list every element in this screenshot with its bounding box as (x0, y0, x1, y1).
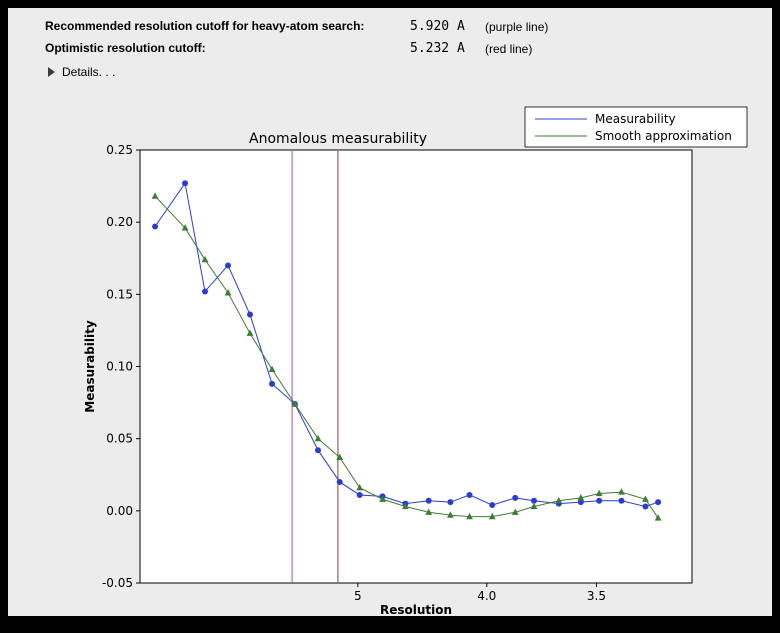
y-tick-label: 0.20 (106, 215, 133, 229)
x-tick-label: 5 (354, 589, 362, 603)
legend-box (524, 106, 748, 148)
y-tick-label: 0.10 (106, 360, 133, 374)
series-smooth-approximation-point (654, 514, 662, 521)
optimistic-cutoff-note: (red line) (485, 42, 533, 56)
series-measurability-point (596, 497, 603, 504)
series-smooth-approximation-point (356, 483, 364, 491)
series-smooth-approximation-point (447, 511, 454, 518)
series-measurability-point (182, 180, 189, 187)
legend-label: Measurability (595, 112, 676, 126)
legend-label: Smooth approximation (595, 129, 732, 143)
details-disclosure[interactable]: Details. . . (48, 65, 115, 79)
recommended-cutoff-note: (purple line) (485, 20, 549, 34)
series-smooth-approximation-point (314, 434, 322, 442)
x-tick-label: 4.0 (477, 589, 496, 603)
series-smooth-approximation-point (577, 494, 585, 501)
y-axis-label: Measurability (83, 320, 97, 413)
series-smooth-approximation-point (488, 512, 496, 520)
series-smooth-approximation-point (402, 502, 409, 510)
details-label: Details. . . (62, 65, 116, 79)
series-measurability-point (315, 447, 322, 454)
series-measurability-point (336, 478, 343, 485)
series-measurability-point (466, 491, 473, 498)
series-measurability-point (225, 262, 232, 269)
series-smooth-approximation-point (555, 496, 563, 504)
recommended-cutoff-label: Recommended resolution cutoff for heavy-… (45, 19, 365, 33)
series-measurability-point (152, 223, 159, 230)
series-measurability-point (618, 497, 625, 504)
anomalous-measurability-chart: 0.25 0.20 0.15 0.10 0.05 0.00 -0.05 5 4.0 3.5 Anom… (83, 106, 748, 616)
series-smooth-approximation-point (246, 329, 254, 336)
series-smooth-approximation-point (511, 508, 519, 515)
series-measurability-point (201, 288, 208, 295)
series-smooth-approximation-point (268, 365, 276, 372)
series-smooth-approximation-point (618, 488, 625, 495)
series-smooth-approximation-point (201, 255, 209, 263)
series-smooth-approximation-line (154, 195, 659, 519)
series-measurability-point (512, 494, 519, 501)
series-smooth-approximation-point (151, 192, 159, 199)
y-tick-label: 0.05 (106, 432, 133, 446)
y-tick-label: 0.15 (106, 287, 133, 301)
series-measurability-point (356, 491, 363, 498)
optimistic-cutoff-row: Optimistic resolution cutoff: 5.232 A (r… (45, 41, 532, 57)
series-smooth-approximation-point (291, 400, 299, 407)
series-measurability-line (154, 181, 659, 508)
x-tick-label: 3.5 (587, 589, 606, 603)
series-measurability-point (577, 499, 584, 506)
series-measurability-point (642, 503, 649, 510)
plot-area (140, 150, 692, 583)
series-smooth-approximation-point (530, 502, 538, 510)
series-measurability-point (447, 499, 454, 506)
optimistic-cutoff-label: Optimistic resolution cutoff: (45, 41, 206, 55)
series-smooth-approximation-point (642, 495, 649, 502)
xtriage-anomalous-signal-panel: Recommended resolution cutoff for heavy-… (8, 8, 772, 616)
series-measurability-point (246, 311, 253, 318)
series-smooth-approximation-point (336, 453, 344, 461)
series-smooth-approximation-point (466, 512, 473, 520)
series-smooth-approximation-point (379, 495, 386, 502)
series-measurability-point (489, 502, 496, 509)
series-smooth-approximation-point (595, 489, 603, 497)
chart-title: Anomalous measurability (249, 131, 427, 147)
series-smooth-approximation-point (224, 289, 232, 296)
y-tick-label: 0.25 (106, 143, 133, 157)
series-measurability-point (269, 380, 276, 387)
recommended-cutoff-value: 5.920 A (410, 19, 465, 34)
series-smooth-approximation-point (425, 508, 433, 515)
recommended-cutoff-row: Recommended resolution cutoff for heavy-… (45, 19, 548, 35)
series-measurability-point (530, 497, 537, 504)
series-measurability-point (655, 499, 662, 506)
x-axis-label: Resolution (380, 603, 452, 616)
optimistic-cutoff-value: 5.232 A (410, 41, 465, 56)
y-tick-label: 0.00 (106, 504, 133, 518)
series-measurability-point (425, 497, 432, 504)
series-smooth-approximation-point (181, 224, 189, 231)
y-tick-label: -0.05 (102, 576, 133, 590)
disclosure-triangle-icon (48, 67, 55, 77)
